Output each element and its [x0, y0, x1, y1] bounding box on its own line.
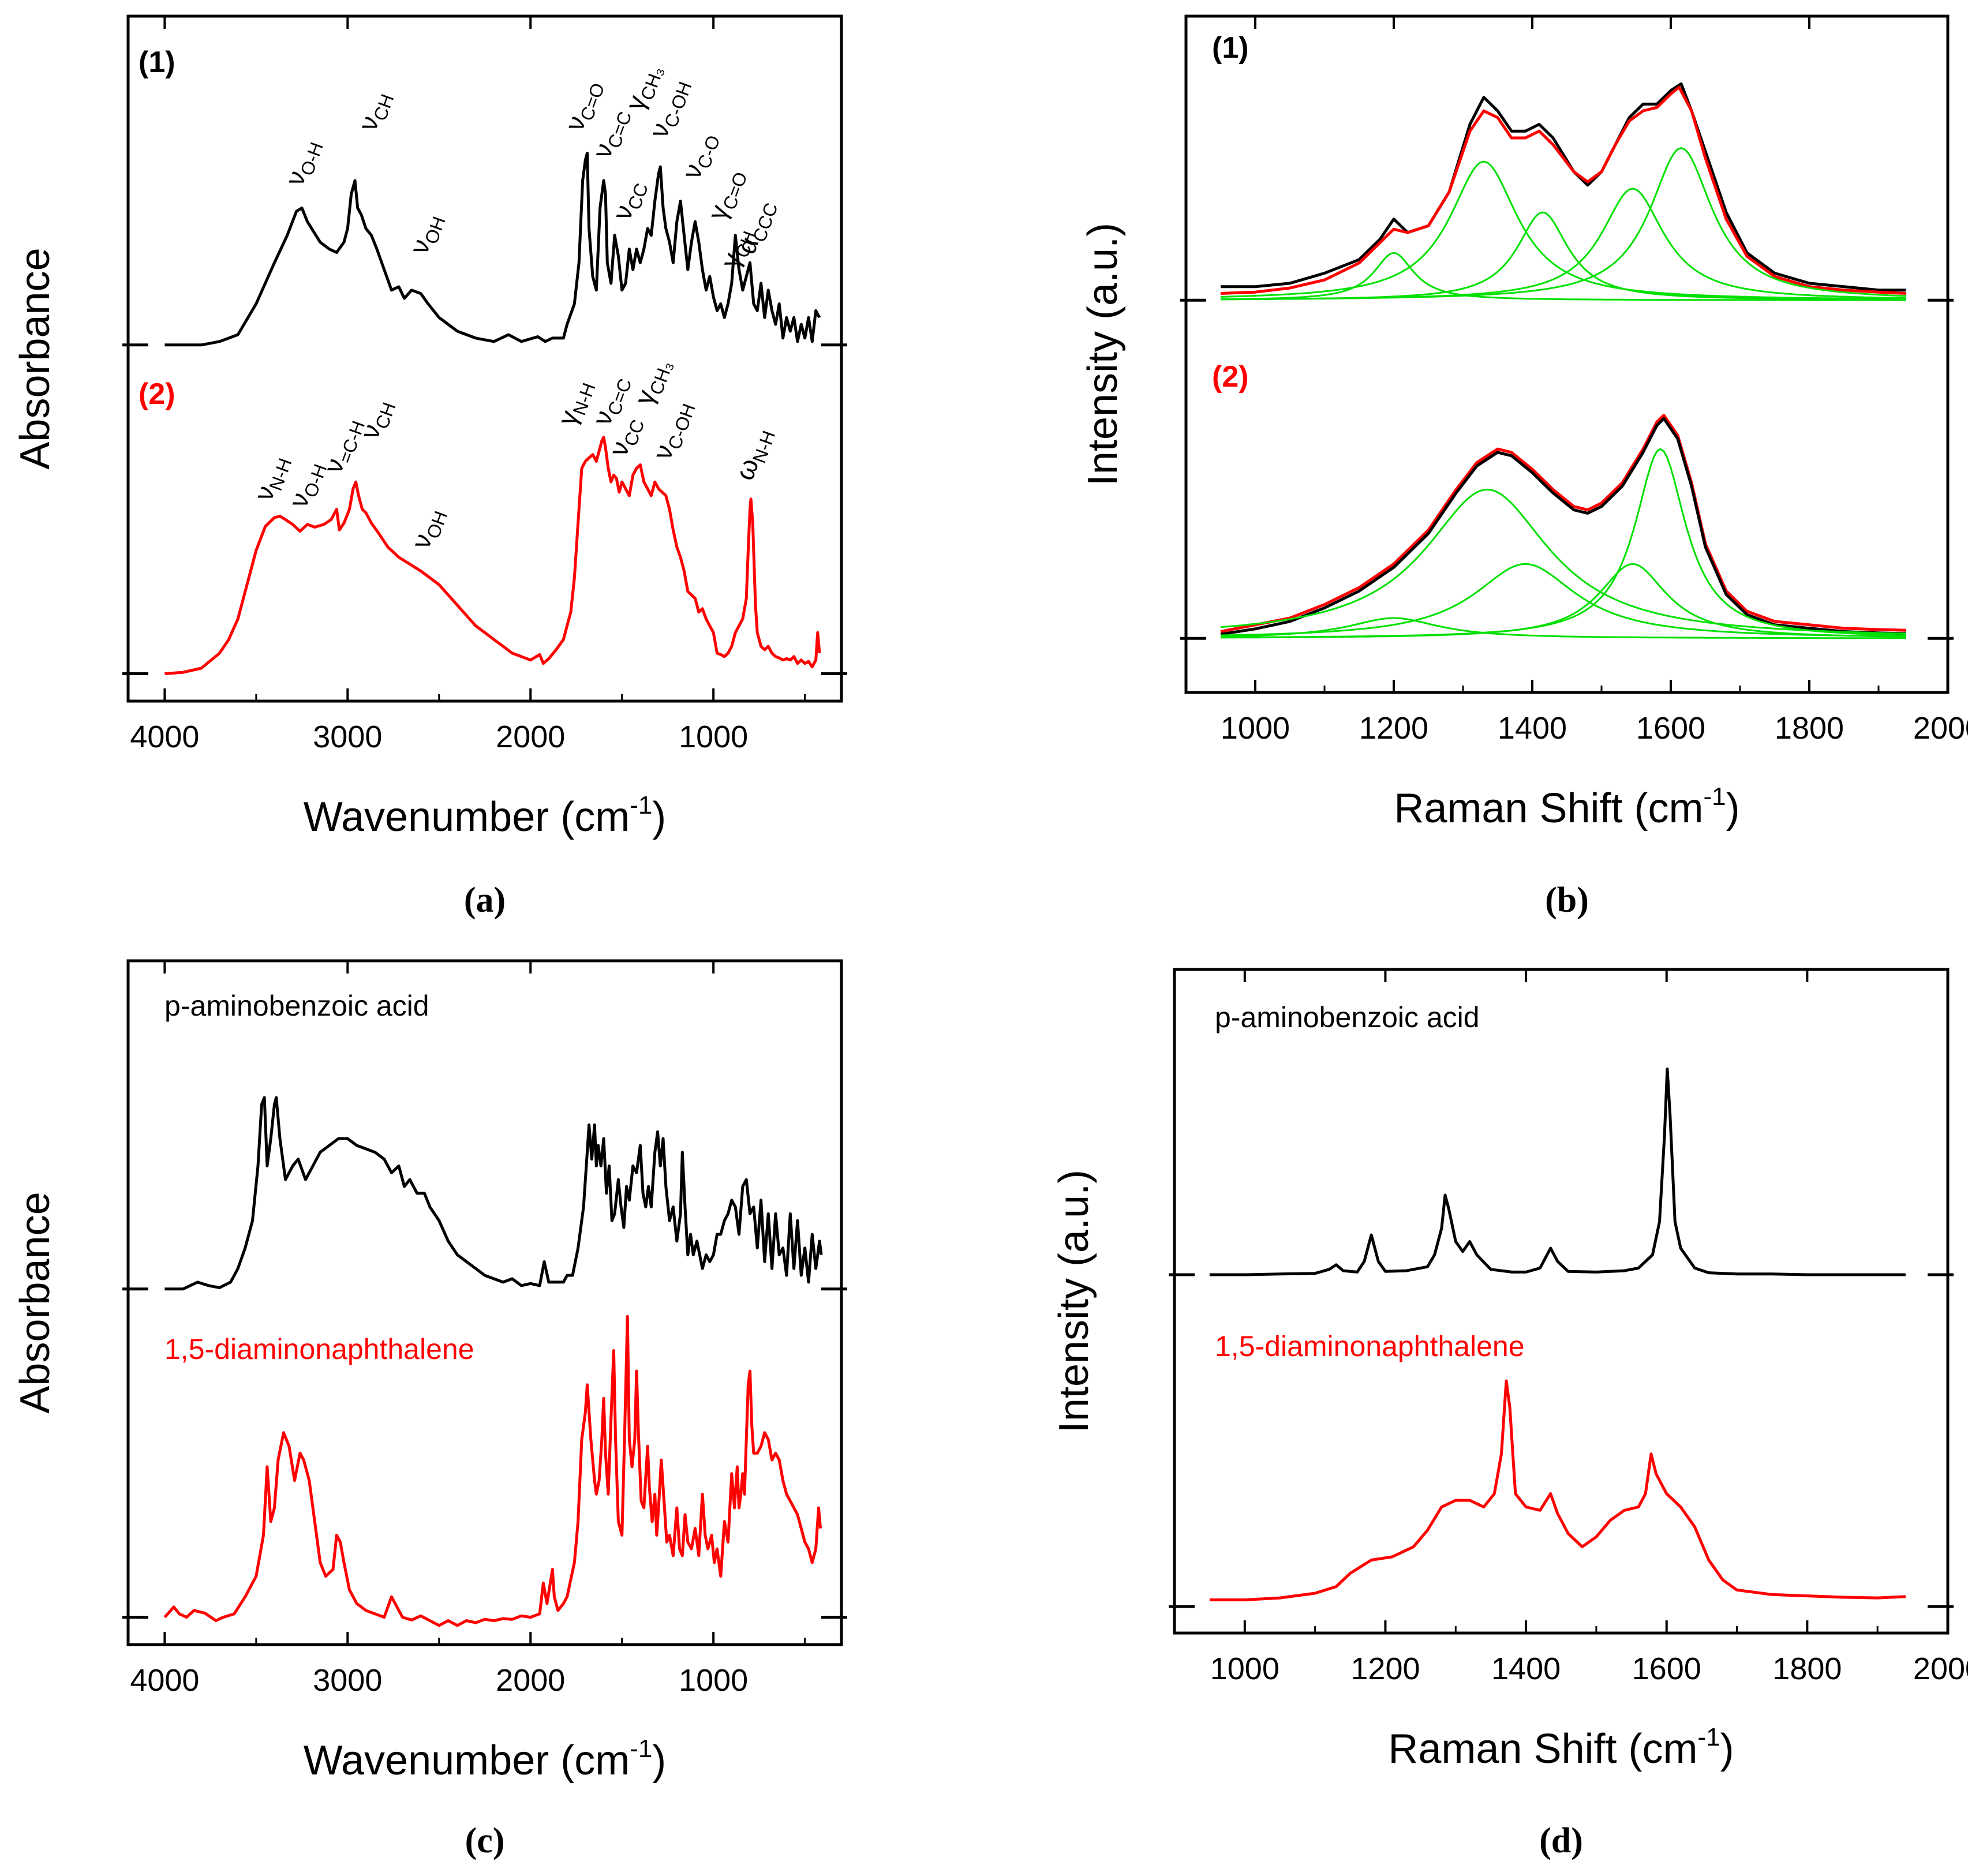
panel-caption: (c): [465, 1821, 505, 1860]
x-axis-label: Raman Shift (cm-1): [1388, 1723, 1734, 1772]
x-tick-label: 1400: [1491, 1652, 1561, 1686]
series-line-1-5-diaminonaphthalene: [1209, 1379, 1906, 1601]
y-axis-label: Intensity (a.u.): [1051, 1170, 1097, 1433]
fit-component-peak: [1221, 147, 1907, 300]
fit-component-peak: [1220, 563, 1907, 638]
x-tick-label: 1000: [1210, 1652, 1279, 1686]
series-line--1-fit: [1220, 85, 1907, 295]
series-label: 1,5-diaminonaphthalene: [1215, 1330, 1525, 1362]
series-line-p-aminobenzoic-acid: [164, 1096, 823, 1291]
peak-annotation: γCH₃: [619, 59, 668, 115]
x-tick-label: 1200: [1350, 1652, 1420, 1686]
x-tick-label: 1200: [1359, 711, 1428, 746]
fit-component-peak: [1221, 448, 1907, 639]
plot-frame: [126, 14, 843, 703]
chart-panel-d: 1000 1200 1400 1600 1800 2000 p-aminobenzoic a…: [1051, 968, 1968, 1860]
peak-annotation: νO-H: [283, 457, 331, 513]
plot-frame: [1184, 14, 1950, 694]
x-tick-label: 1600: [1632, 1652, 1701, 1686]
peak-annotation: ωN-H: [729, 424, 779, 485]
x-tick-label: 1800: [1775, 711, 1844, 746]
x-axis-label: Raman Shift (cm-1): [1394, 782, 1739, 832]
series-label: (1): [139, 46, 175, 79]
series-line--2-: [164, 436, 821, 675]
series-line--1-measured: [1221, 82, 1906, 292]
peak-annotation: νOH: [403, 209, 450, 259]
x-tick-label: 2000: [496, 720, 565, 754]
chart-panel-a: 4000 3000 2000 1000(1)(2)νO-HνCHνOHνC=OνC=C…: [12, 14, 847, 920]
series-line--2-fit: [1220, 417, 1907, 636]
series-line--2-measured: [1220, 414, 1907, 633]
peak-annotation: νOH: [405, 504, 451, 554]
x-tick-label: 1800: [1772, 1652, 1842, 1686]
x-tick-label: 3000: [313, 1663, 382, 1698]
x-tick-label: 2000: [1913, 711, 1968, 746]
plot-frame: [1173, 968, 1950, 1635]
peak-annotation: νO-H: [279, 135, 327, 191]
peak-annotation: νCC: [607, 176, 652, 225]
x-axis-label: Wavenumber (cm-1): [304, 791, 667, 840]
x-tick-label: 1400: [1498, 711, 1567, 746]
series-label: 1,5-diaminonaphthalene: [164, 1333, 474, 1365]
peak-annotation: νCH: [352, 87, 398, 136]
x-tick-label: 1600: [1636, 711, 1705, 746]
series-line--1-: [164, 151, 821, 347]
y-axis-label: Intensity (a.u.): [1080, 223, 1126, 486]
x-tick-label: 2000: [1913, 1652, 1968, 1686]
y-axis-label: Absorbance: [12, 248, 58, 469]
peak-annotation: νC=O: [559, 76, 609, 136]
peak-annotation: γC=O: [702, 164, 751, 224]
series-label: p-aminobenzoic acid: [1215, 1001, 1480, 1034]
series-label: (2): [139, 377, 175, 411]
panel-caption: (b): [1545, 881, 1589, 920]
fit-component-peak: [1220, 488, 1907, 635]
fit-component-peak: [1220, 160, 1906, 300]
x-tick-label: 1000: [1221, 711, 1290, 746]
fit-component-peak: [1220, 252, 1906, 301]
chart-panel-b: 1000 1200 1400 1600 1800 2000 (1) (2) Raman Shif…: [1080, 14, 1968, 920]
plot-frame: [126, 959, 843, 1646]
chart-panel-c: 4000 3000 2000 1000 p-aminobenzoic acid 1,5-d…: [12, 959, 847, 1860]
series-label: p-aminobenzoic acid: [164, 990, 429, 1022]
y-axis-label: Absorbance: [12, 1192, 58, 1413]
panel-caption: (d): [1539, 1821, 1583, 1860]
peak-annotation: γCH₃: [628, 354, 677, 410]
series-line-1-5-diaminonaphthalene: [163, 1315, 822, 1627]
x-tick-label: 1000: [679, 720, 748, 754]
x-tick-label: 1000: [679, 1663, 748, 1698]
peak-annotation: γN-H: [552, 376, 600, 430]
series-line-p-aminobenzoic-acid: [1209, 1068, 1906, 1276]
x-tick-label: 4000: [130, 720, 199, 754]
series-label: (2): [1212, 360, 1249, 394]
x-tick-label: 4000: [130, 1663, 199, 1698]
x-tick-label: 2000: [496, 1663, 565, 1698]
x-axis-label: Wavenumber (cm-1): [304, 1735, 667, 1784]
series-label: (1): [1212, 31, 1249, 65]
panel-caption: (a): [464, 881, 506, 920]
x-tick-label: 3000: [313, 720, 382, 754]
fit-component-peak: [1220, 617, 1906, 639]
peak-annotation: νC-O: [676, 128, 724, 184]
